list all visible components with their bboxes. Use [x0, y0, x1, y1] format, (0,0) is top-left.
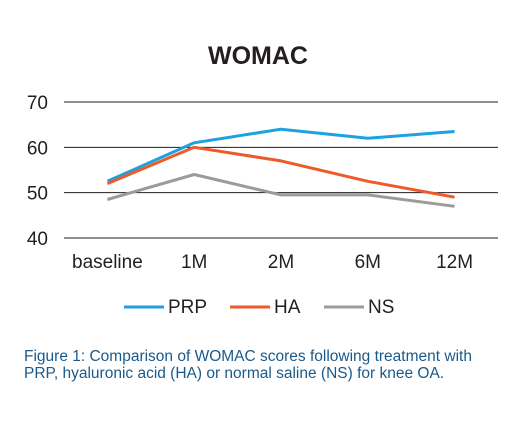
legend-item-prp: PRP [124, 297, 207, 318]
legend-label: NS [368, 297, 394, 318]
series-line-ha [106, 145, 455, 199]
y-tick-label: 40 [27, 229, 48, 250]
legend-label: PRP [168, 297, 207, 318]
chart-svg: WOMAC 40 50 60 70 baseline 1M 2M 6M 12M PRP HA NS [27, 42, 498, 318]
x-tick-label: 6M [355, 252, 381, 273]
figure-caption: Figure 1: Comparison of WOMAC scores fol… [24, 348, 472, 382]
series-line-prp [106, 127, 455, 183]
gridlines [64, 101, 498, 239]
series-lines [106, 127, 455, 208]
legend-item-ha: HA [230, 297, 301, 318]
y-axis-ticks: 40 50 60 70 [27, 93, 48, 250]
y-tick-label: 60 [27, 138, 48, 159]
x-tick-label: 12M [436, 252, 473, 273]
x-tick-label: baseline [72, 252, 143, 273]
legend: PRP HA NS [124, 297, 394, 318]
y-tick-label: 70 [27, 93, 48, 114]
chart-title: WOMAC [208, 42, 308, 70]
y-tick-label: 50 [27, 184, 48, 205]
legend-label: HA [274, 297, 301, 318]
x-tick-label: 2M [268, 252, 294, 273]
series-line-ns [106, 173, 455, 208]
chart: WOMAC 40 50 60 70 baseline 1M 2M 6M 12M PRP HA NS [27, 42, 498, 318]
x-tick-label: 1M [181, 252, 207, 273]
legend-item-ns: NS [324, 297, 394, 318]
x-axis-ticks: baseline 1M 2M 6M 12M [72, 252, 473, 273]
